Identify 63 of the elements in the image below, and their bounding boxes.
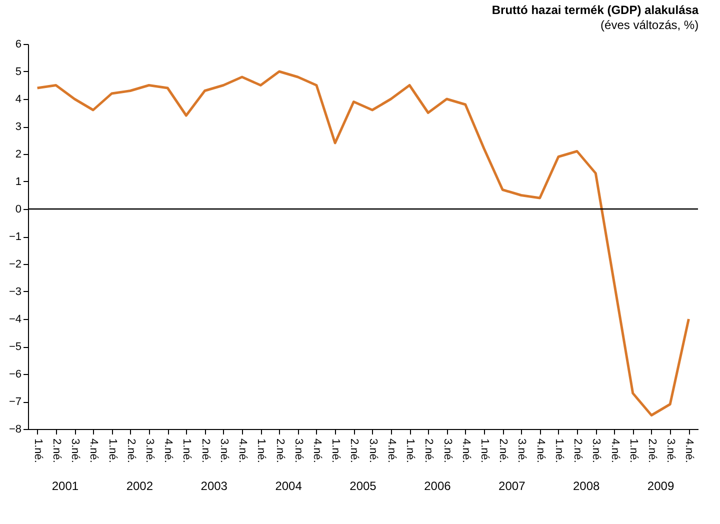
y-tick-label: −3 — [8, 286, 22, 298]
y-tick-label: 2 — [15, 148, 22, 160]
x-tick-label: 4.né. — [162, 438, 174, 463]
x-tick-label: 3.né. — [292, 438, 304, 463]
text: 2002 — [126, 479, 154, 493]
x-tick-label: 4.né. — [683, 438, 696, 463]
x-tick-label: 2.né. — [422, 438, 435, 463]
x-tick-label: 1.né. — [404, 438, 416, 463]
x-tick-label: 3.né. — [143, 438, 156, 463]
x-tick-label: 2.né. — [348, 438, 360, 463]
x-tick-label: 2.né. — [199, 438, 212, 463]
text: 2005 — [350, 479, 377, 493]
x-tick-label: 4.né. — [310, 438, 323, 463]
x-tick-label: 2.né. — [274, 438, 286, 463]
x-tick-label: 3.né. — [69, 438, 82, 463]
x-tick-label: 2.né. — [497, 438, 510, 463]
x-tick-label: 1.né. — [32, 438, 44, 463]
x-tick-label: 3.né. — [441, 438, 454, 463]
x-tick-label: 1.né. — [552, 438, 565, 463]
x-tick-label: 1.né. — [180, 438, 193, 463]
x-tick-label: 3.né. — [664, 438, 677, 463]
y-tick-label: −4 — [8, 314, 22, 326]
x-tick-label: 4.né. — [385, 438, 398, 463]
chart-subtitle: (éves változás, %) — [600, 18, 699, 32]
x-tick-label: 1.né. — [106, 438, 118, 463]
y-tick-label: 4 — [15, 94, 22, 106]
text: 2009 — [647, 479, 674, 493]
x-tick-label: 2.né. — [50, 438, 62, 463]
x-tick-label: 4.né. — [88, 438, 100, 463]
y-tick-label: 6 — [15, 38, 22, 50]
y-tick-label: 3 — [15, 121, 22, 133]
text: 2003 — [200, 479, 228, 493]
text: 2004 — [275, 479, 302, 493]
x-tick-label: 2.né. — [124, 438, 137, 463]
y-tick-label: −6 — [8, 368, 22, 380]
text: 2001 — [52, 479, 79, 493]
y-tick-label: −5 — [8, 341, 22, 353]
chart-title: Bruttó hazai termék (GDP) alakulása — [492, 3, 699, 17]
y-tick-label: −1 — [8, 231, 22, 243]
x-tick-label: 4.né. — [236, 438, 249, 463]
x-tick-label: 4.né. — [608, 438, 621, 463]
x-tick-label: 4.né. — [534, 438, 546, 463]
x-tick-label: 3.né. — [516, 438, 528, 463]
x-tick-label: 1.né. — [330, 438, 342, 463]
line-series — [36, 70, 690, 416]
text: 2007 — [498, 479, 526, 493]
x-tick-label: 4.né. — [460, 438, 472, 463]
x-tick-label: 1.né. — [255, 438, 268, 463]
x-tick-label: 1.né. — [478, 438, 490, 463]
x-tick-label: 3.né. — [218, 438, 230, 463]
y-tick-label: −8 — [8, 424, 22, 436]
y-tick-label: 0 — [15, 204, 22, 216]
y-tick-label: 5 — [15, 66, 22, 78]
text: 2006 — [424, 479, 452, 493]
x-tick-label: 2.né. — [646, 438, 658, 463]
x-tick-label: 1.né. — [627, 438, 640, 463]
x-tick-label: 3.né. — [366, 438, 379, 463]
y-tick-label: −2 — [8, 258, 22, 270]
y-tick-label: 1 — [15, 176, 22, 188]
x-tick-label: 3.né. — [590, 438, 602, 463]
y-tick-label: −7 — [8, 396, 22, 408]
x-tick-label: 2.né. — [572, 438, 584, 463]
text: 2008 — [572, 479, 600, 493]
